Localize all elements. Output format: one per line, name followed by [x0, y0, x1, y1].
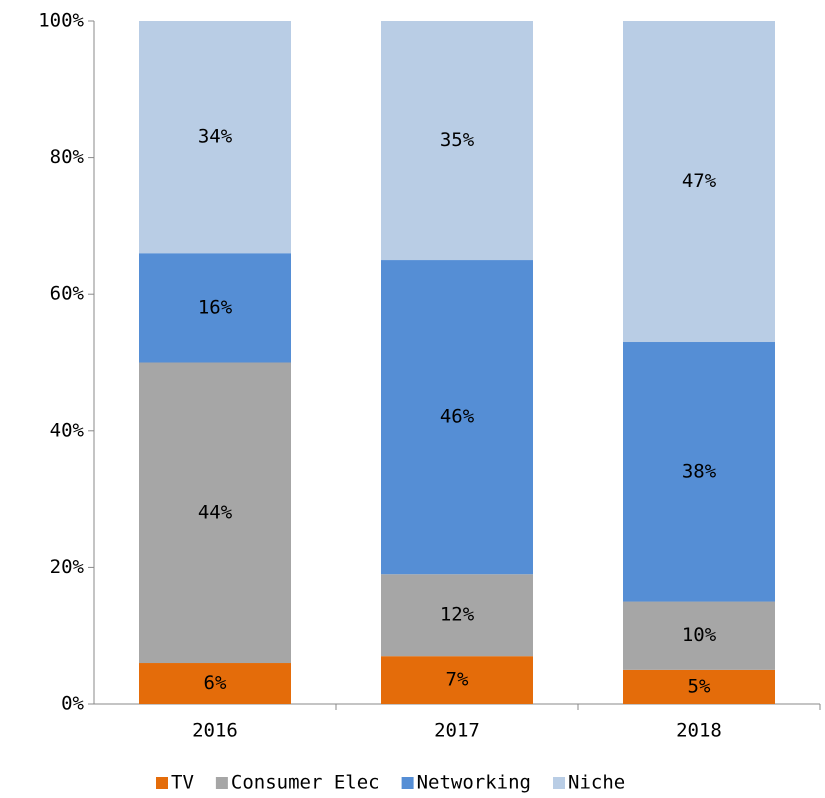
y-tick-label: 80% [50, 146, 85, 168]
y-tick-label: 60% [50, 283, 85, 305]
data-label: 5% [688, 675, 711, 697]
y-tick-label: 100% [38, 10, 84, 32]
x-tick-label: 2016 [192, 720, 238, 742]
bar-segment [381, 574, 533, 657]
bar-segment [139, 362, 291, 664]
legend-swatch [553, 777, 565, 789]
data-label: 10% [682, 624, 717, 646]
data-label: 6% [204, 672, 227, 694]
bar-segment [623, 342, 775, 602]
bar-segment [623, 669, 775, 704]
legend-swatch [156, 777, 168, 789]
legend-swatch [401, 777, 414, 789]
y-tick-label: 20% [50, 556, 85, 578]
data-label: 38% [682, 460, 717, 482]
legend-label: Consumer Elec [231, 772, 380, 794]
data-label: 46% [440, 406, 475, 428]
data-label: 34% [198, 126, 233, 148]
bar-segment [381, 656, 533, 704]
data-label: 35% [440, 129, 475, 151]
bar-segment [623, 21, 775, 343]
data-label: 7% [446, 669, 469, 691]
bar-segment [139, 663, 291, 704]
x-tick-label: 2017 [434, 720, 480, 742]
bar-segment [139, 21, 291, 254]
bar-segment [381, 21, 533, 261]
legend-label: Niche [568, 772, 625, 794]
data-label: 16% [198, 296, 233, 318]
y-tick-label: 0% [61, 693, 84, 715]
legend-swatch [215, 777, 228, 789]
bar-segment [381, 260, 533, 575]
bar-segment [623, 601, 775, 670]
data-label: 47% [682, 170, 717, 192]
data-label: 44% [198, 501, 233, 523]
y-tick-label: 40% [50, 419, 85, 441]
data-label: 12% [440, 604, 475, 626]
bar-segment [139, 253, 291, 363]
legend-label: TV [171, 772, 194, 794]
x-tick-label: 2018 [676, 720, 722, 742]
legend-label: Networking [417, 772, 531, 794]
